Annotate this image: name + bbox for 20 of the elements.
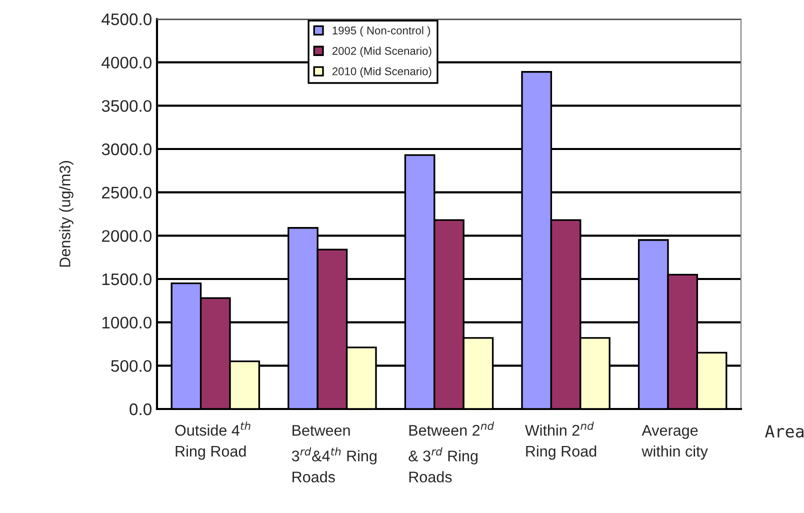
y-tick-label: 4500.0 [102,13,152,26]
y-tick-label: 3000.0 [102,143,152,156]
legend-label: 2010 (Mid Scenario) [332,67,432,78]
category-label: Within 2$^{nd}$ Ring Road [524,422,596,460]
x-axis-title: Area [765,425,804,438]
y-tick-label: 1000.0 [102,316,152,329]
y-axis-title: Density (ug/m3) [59,161,74,267]
legend-label: 2002 (Mid Scenario) [332,46,432,58]
y-tick-label: 2500.0 [102,186,152,199]
y-tick-label: 0.0 [130,403,152,416]
y-tick-label: 3500.0 [102,100,152,112]
category-label: Between 2$^{nd}$ & 3$^{rd}$ Ring Roads [408,422,494,482]
y-tick-label: 2000.0 [102,230,152,242]
y-tick-label: 1500.0 [102,273,152,286]
category-label: Outside 4$^{th}$ Ring Road [175,422,250,460]
x-tick-label: Average within city [642,425,708,460]
x-tick-label: Between 3$^{rd}$&4$^{th}$ Ring Roads [292,425,376,482]
y-tick-label: 4000.0 [102,56,152,69]
y-tick-label: 500.0 [111,360,152,372]
legend-label: 1995 ( Non-control ) [332,26,430,37]
